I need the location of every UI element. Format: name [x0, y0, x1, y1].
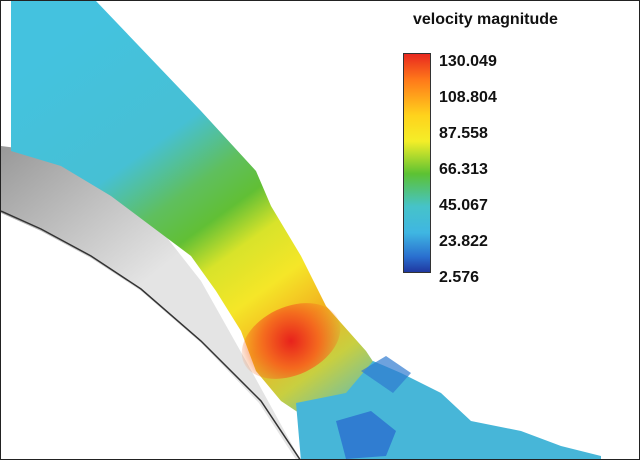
- legend-title: velocity magnitude: [413, 11, 558, 28]
- legend-tick: 45.067: [439, 197, 488, 214]
- legend-tick: 23.822: [439, 233, 488, 250]
- legend-tick: 130.049: [439, 53, 497, 70]
- color-scale-bar: [403, 53, 431, 273]
- legend-tick: 108.804: [439, 89, 497, 106]
- splash-core: [336, 411, 396, 459]
- lower-region: [1, 213, 296, 459]
- legend-tick: 66.313: [439, 161, 488, 178]
- high-velocity-zone: [241, 303, 341, 379]
- legend-tick: 2.576: [439, 269, 480, 286]
- splash-jet: [361, 356, 411, 393]
- legend-tick: 87.558: [439, 125, 488, 142]
- wall-edge: [1, 210, 301, 459]
